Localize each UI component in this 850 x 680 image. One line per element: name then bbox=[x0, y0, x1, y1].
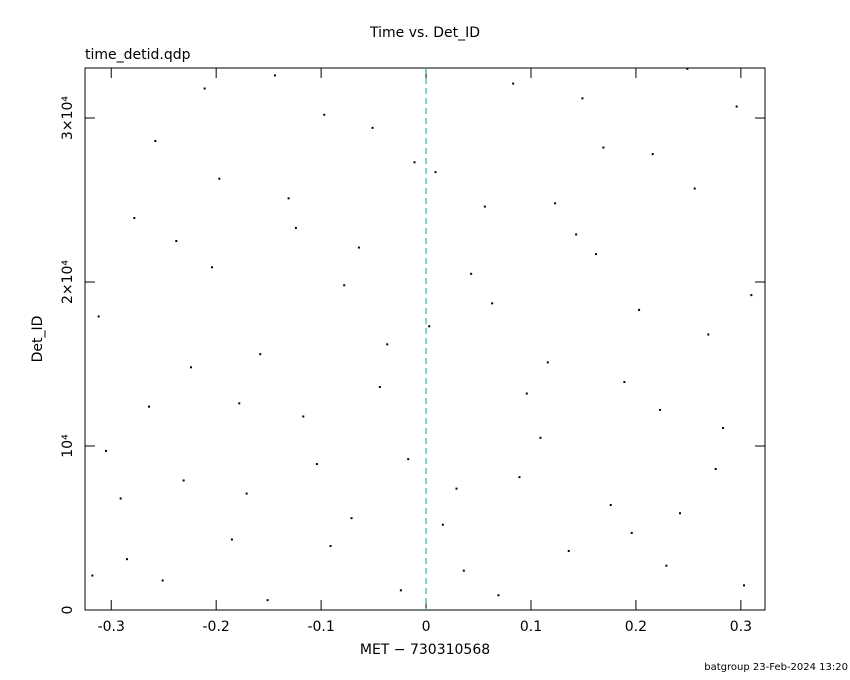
point bbox=[575, 233, 578, 236]
point bbox=[154, 139, 157, 142]
y-tick-label: 2×10⁴ bbox=[60, 260, 76, 304]
point bbox=[294, 226, 297, 229]
x-tick-label: -0.2 bbox=[203, 619, 230, 635]
point bbox=[638, 308, 641, 311]
point bbox=[97, 315, 100, 318]
point bbox=[230, 538, 233, 541]
point bbox=[323, 113, 326, 116]
point bbox=[329, 545, 332, 548]
x-tick-label: 0.3 bbox=[730, 619, 752, 635]
point bbox=[455, 487, 458, 490]
point bbox=[218, 177, 221, 180]
point bbox=[175, 240, 178, 243]
point bbox=[302, 415, 305, 418]
point bbox=[125, 558, 128, 561]
point bbox=[679, 512, 681, 515]
point bbox=[238, 402, 241, 405]
point bbox=[743, 584, 746, 587]
point bbox=[189, 366, 192, 369]
point bbox=[161, 579, 164, 582]
point bbox=[497, 594, 500, 597]
point bbox=[245, 492, 248, 495]
point bbox=[651, 153, 654, 156]
point bbox=[210, 266, 213, 269]
point bbox=[462, 569, 465, 572]
y-axis-label: Det_ID bbox=[30, 316, 46, 363]
point bbox=[518, 476, 521, 479]
point bbox=[686, 67, 689, 70]
point bbox=[148, 405, 151, 408]
point bbox=[595, 253, 598, 256]
point bbox=[491, 302, 494, 305]
point bbox=[287, 197, 290, 200]
point bbox=[104, 449, 107, 452]
point bbox=[371, 126, 374, 129]
point bbox=[554, 202, 557, 205]
point bbox=[693, 187, 696, 190]
point bbox=[707, 333, 710, 336]
chart-subtitle: time_detid.qdp bbox=[85, 47, 191, 63]
point bbox=[350, 517, 353, 520]
point bbox=[567, 549, 570, 552]
point bbox=[525, 392, 528, 395]
point bbox=[623, 381, 626, 384]
point bbox=[714, 467, 717, 470]
point bbox=[659, 408, 662, 411]
point bbox=[315, 463, 318, 466]
point bbox=[182, 479, 185, 482]
point bbox=[273, 74, 276, 77]
point bbox=[91, 574, 94, 577]
chart-title: Time vs. Det_ID bbox=[369, 25, 480, 41]
point bbox=[386, 343, 389, 346]
point bbox=[609, 504, 612, 507]
point bbox=[665, 564, 668, 567]
x-tick-label: -0.1 bbox=[307, 619, 334, 635]
x-tick-label: 0.2 bbox=[625, 619, 647, 635]
point bbox=[259, 353, 262, 356]
point bbox=[399, 589, 402, 592]
point bbox=[750, 294, 753, 297]
point bbox=[441, 523, 444, 526]
point bbox=[428, 325, 431, 328]
y-tick-label: 3×10⁴ bbox=[60, 96, 76, 140]
x-axis-label: MET − 730310568 bbox=[360, 642, 490, 658]
x-tick-label: -0.3 bbox=[98, 619, 125, 635]
point bbox=[735, 105, 738, 108]
point bbox=[539, 436, 542, 439]
point bbox=[483, 205, 486, 208]
point bbox=[602, 146, 605, 149]
plot-frame bbox=[84, 67, 766, 611]
x-tick-label: 0.1 bbox=[520, 619, 542, 635]
point bbox=[119, 497, 122, 500]
point bbox=[357, 246, 360, 249]
point bbox=[722, 426, 725, 429]
point bbox=[630, 531, 633, 534]
point bbox=[343, 284, 346, 287]
x-tick-label: 0 bbox=[422, 619, 431, 635]
point bbox=[266, 599, 269, 602]
point bbox=[378, 385, 381, 388]
footer: batgroup 23-Feb-2024 13:20 bbox=[704, 662, 848, 673]
point bbox=[581, 97, 584, 100]
point bbox=[203, 87, 206, 90]
point bbox=[133, 217, 136, 220]
point bbox=[512, 82, 515, 85]
point bbox=[413, 161, 416, 164]
point bbox=[407, 458, 410, 461]
point bbox=[434, 171, 437, 174]
y-tick-label: 0 bbox=[60, 606, 76, 615]
point bbox=[470, 272, 473, 275]
point bbox=[546, 361, 549, 364]
y-tick-label: 10⁴ bbox=[60, 434, 76, 458]
